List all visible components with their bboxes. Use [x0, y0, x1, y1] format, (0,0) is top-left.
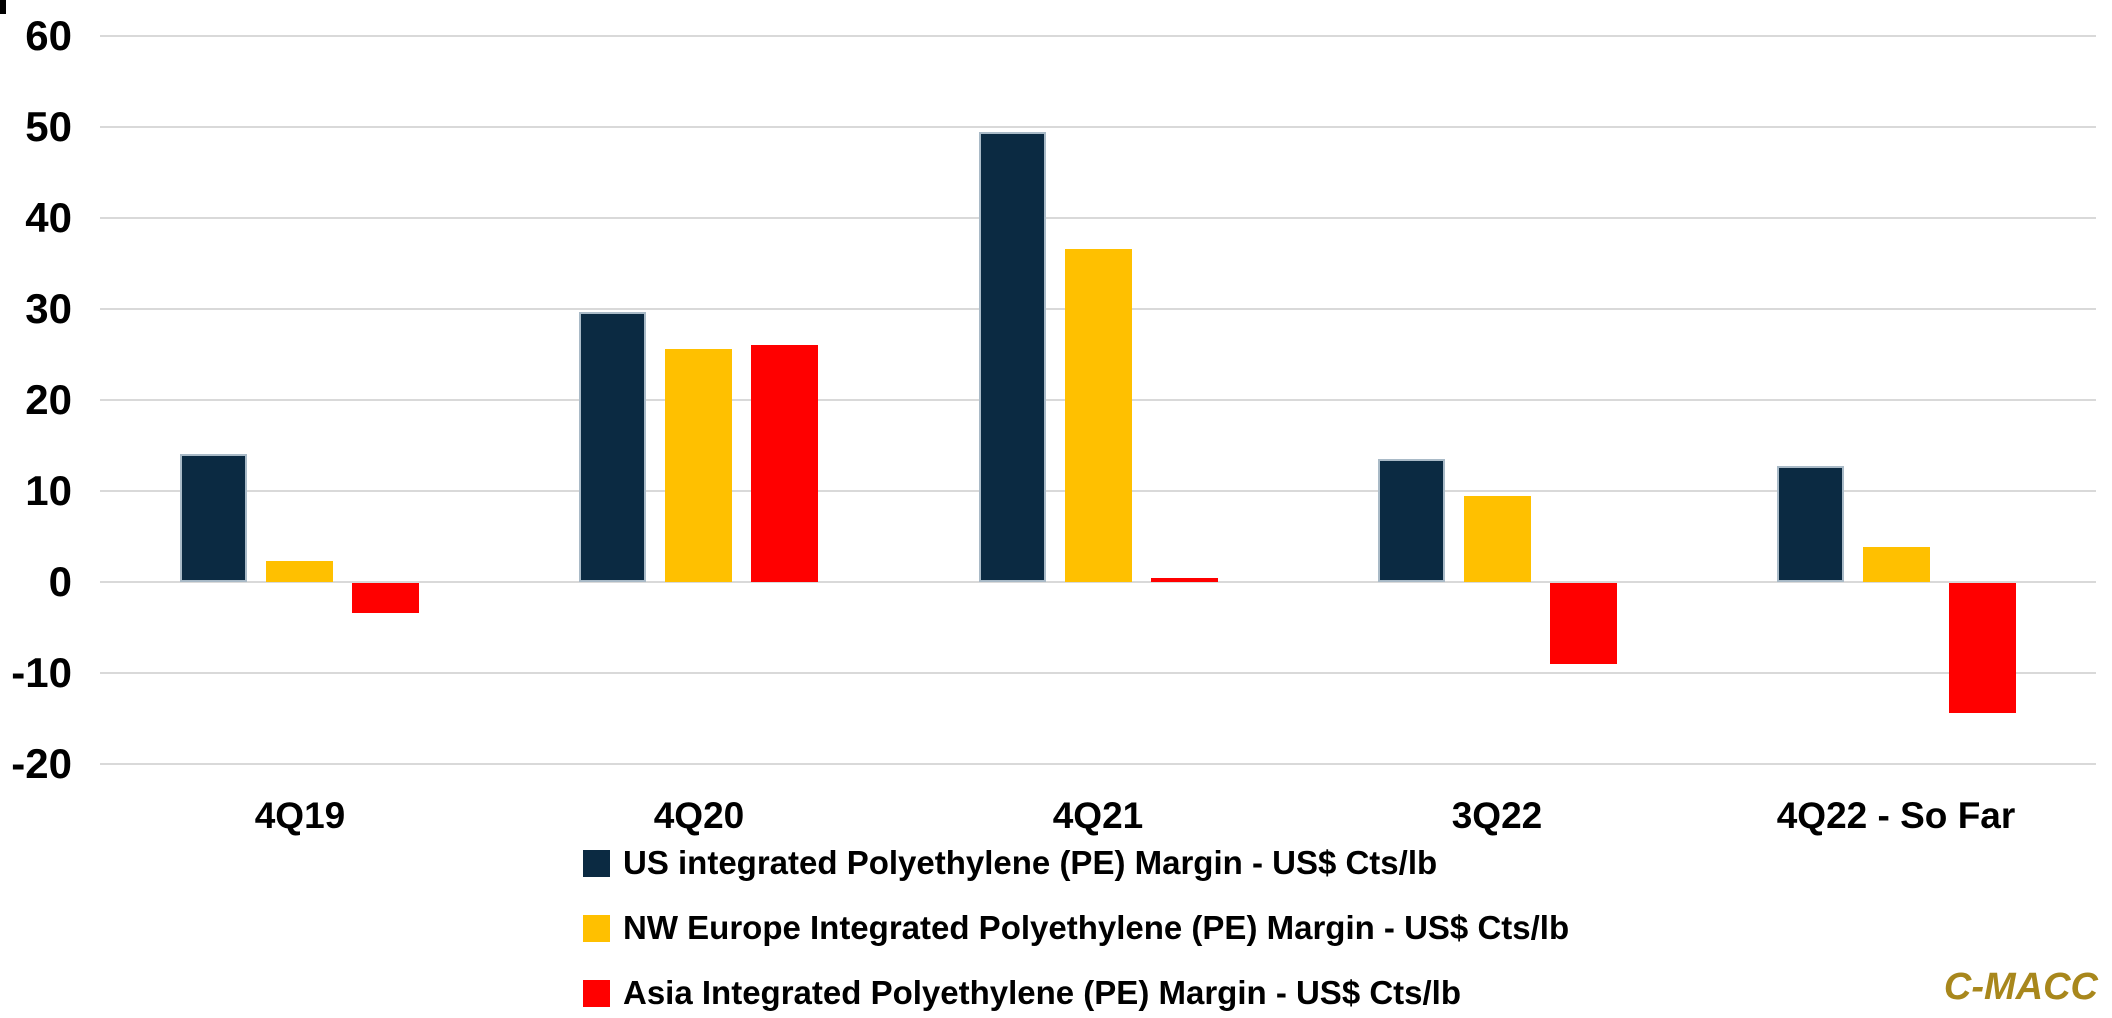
gridline: [100, 581, 2096, 583]
bar-4q22---so-far-series-2: [1949, 583, 2016, 713]
bar-4q21-series-1: [1065, 249, 1132, 582]
bar-4q20-series-2: [751, 345, 818, 582]
legend-label: US integrated Polyethylene (PE) Margin -…: [623, 844, 1438, 881]
bar-4q19-series-2: [352, 583, 419, 613]
bar-4q22---so-far-series-1: [1863, 547, 1930, 582]
bar-4q19-series-0: [180, 454, 247, 582]
bar-4q19-series-1: [266, 561, 333, 582]
legend-swatch-icon: [583, 979, 610, 1007]
y-axis-tick-label: -20: [11, 740, 72, 787]
bar-4q22---so-far-series-0: [1777, 466, 1844, 582]
y-axis-tick-label: 60: [25, 12, 72, 59]
bar-4q21-series-0: [979, 132, 1046, 582]
legend-swatch-icon: [583, 849, 610, 877]
x-axis-category-label: 3Q22: [1451, 795, 1543, 836]
legend-item-1: NW Europe Integrated Polyethylene (PE) M…: [583, 908, 1569, 948]
gridline: [100, 763, 2096, 765]
legend-item-2: Asia Integrated Polyethylene (PE) Margin…: [583, 973, 1569, 1013]
bar-3q22-series-2: [1550, 583, 1617, 664]
bar-4q20-series-0: [579, 312, 646, 582]
gridline: [100, 126, 2096, 128]
y-axis-tick-label: 40: [25, 194, 72, 241]
legend-label: NW Europe Integrated Polyethylene (PE) M…: [623, 909, 1570, 946]
x-axis-category-label: 4Q22 - So Far: [1776, 795, 2016, 836]
corner-artifact: [0, 0, 6, 14]
bar-3q22-series-1: [1464, 496, 1531, 582]
bar-4q20-series-1: [665, 349, 732, 582]
chart-legend: US integrated Polyethylene (PE) Margin -…: [583, 843, 1569, 1018]
legend-label: Asia Integrated Polyethylene (PE) Margin…: [623, 974, 1462, 1011]
y-axis-tick-label: 10: [25, 467, 72, 514]
gridline: [100, 35, 2096, 37]
y-axis-tick-label: 20: [25, 376, 72, 423]
y-axis-tick-label: 30: [25, 285, 72, 332]
gridline: [100, 672, 2096, 674]
y-axis-tick-label: 0: [48, 558, 72, 605]
x-axis-category-label: 4Q19: [254, 795, 346, 836]
bar-4q21-series-2: [1151, 578, 1218, 582]
x-axis-category-label: 4Q20: [653, 795, 745, 836]
cmacc-logo: C-MACC: [1943, 966, 2098, 1008]
legend-item-0: US integrated Polyethylene (PE) Margin -…: [583, 843, 1569, 883]
y-axis-tick-label: -10: [11, 649, 72, 696]
bar-3q22-series-0: [1378, 459, 1445, 582]
legend-swatch-icon: [583, 914, 610, 942]
gridline: [100, 217, 2096, 219]
x-axis-category-label: 4Q21: [1052, 795, 1144, 836]
y-axis-tick-label: 50: [25, 103, 72, 150]
